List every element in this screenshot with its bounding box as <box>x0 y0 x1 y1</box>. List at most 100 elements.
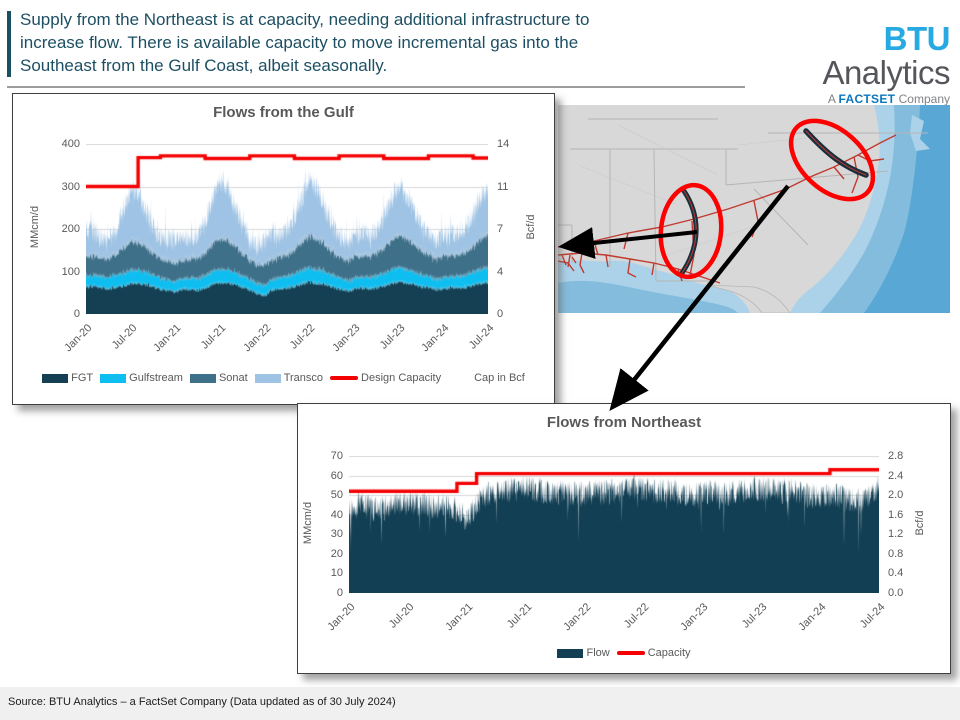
x-axis-tick: Jan-20 <box>62 322 95 355</box>
x-axis-tick: Jul-21 <box>198 322 229 352</box>
x-axis-tick: Jan-22 <box>560 601 594 634</box>
gulf-chart-title: Flows from the Gulf <box>213 104 354 121</box>
x-axis-tick: Jul-20 <box>109 322 140 352</box>
y-axis-unit-left: MMcm/d <box>29 205 41 249</box>
x-axis-tick: Jan-21 <box>442 601 476 634</box>
x-axis-tick: Jul-23 <box>740 601 770 631</box>
source-note: Source: BTU Analytics – a FactSet Compan… <box>8 696 396 708</box>
tagline-suffix: Company <box>895 92 950 106</box>
y-axis-unit-right: Bcf/d <box>914 509 926 536</box>
y-axis-tick-left: 200 <box>61 223 80 235</box>
legend-item-Sonat: Sonat <box>189 372 248 384</box>
x-axis-tick: Jan-23 <box>678 601 711 634</box>
y-axis-tick-right: 0.8 <box>888 547 904 560</box>
y-axis-tick-left: 60 <box>330 469 343 482</box>
y-axis-tick-left: 300 <box>61 180 80 193</box>
x-axis-tick: Jan-20 <box>325 601 358 634</box>
y-axis-tick-right: 11 <box>497 180 509 193</box>
x-axis-tick: Jul-24 <box>466 322 497 352</box>
title-accent-bar <box>7 11 11 77</box>
x-axis-tick: Jul-23 <box>377 322 408 352</box>
y-axis-tick-right: 1.2 <box>888 528 904 541</box>
x-axis-tick: Jan-24 <box>419 322 452 355</box>
x-axis-tick: Jul-20 <box>386 601 417 631</box>
slide-title: Supply from the Northeast is at capacity… <box>20 8 746 77</box>
legend-item-capacity: Design Capacity <box>330 372 441 384</box>
x-axis-tick: Jul-22 <box>622 601 652 631</box>
highlight-ellipse-northeast <box>788 118 876 202</box>
y-axis-tick-left: 50 <box>330 489 343 502</box>
btu-analytics-logo: BTU Analytics A FACTSET Company <box>750 22 950 107</box>
x-axis-tick: Jul-24 <box>857 601 888 631</box>
slide-title-line-3: Southeast from the Gulf Coast, albeit se… <box>20 56 388 75</box>
legend-swatch <box>100 373 127 383</box>
y-axis-tick-left: 70 <box>330 450 343 462</box>
legend-capacity-line <box>616 651 645 655</box>
y-axis-tick-left: 0 <box>73 308 80 320</box>
gulf-chart-panel: Flows from the Gulf 400 300 200 100 0 14 11 7 4 0… <box>12 93 555 405</box>
y-axis-tick-left: 40 <box>330 508 343 521</box>
y-axis-tick-right: 2.8 <box>888 450 904 462</box>
logo-tagline: A FACTSET Company <box>750 92 950 106</box>
y-axis-unit-left: MMcm/d <box>302 501 314 544</box>
legend-label: Sonat <box>218 372 248 384</box>
y-axis-tick-right: 0.0 <box>888 587 904 599</box>
y-axis-tick-left: 20 <box>330 547 343 560</box>
southeast-us-pipeline-map <box>558 105 950 313</box>
legend-label: Capacity <box>647 647 691 659</box>
legend-label: Gulfstream <box>129 372 183 384</box>
logo-analytics: Analytics <box>822 54 950 91</box>
y-axis-tick-right: 1.6 <box>888 508 904 521</box>
tagline-factset: FACTSET <box>838 92 896 106</box>
x-axis-tick: Jan-24 <box>796 601 829 634</box>
legend-item-FGT: FGT <box>42 372 93 384</box>
y-axis-tick-right: 2.0 <box>888 489 904 502</box>
y-axis-tick-right: 0.4 <box>888 567 904 580</box>
legend-capacity-line <box>330 376 359 380</box>
legend-label: Design Capacity <box>361 372 442 384</box>
logo-wordmark: BTU Analytics <box>750 22 950 90</box>
y-axis-tick-right: 2.4 <box>888 469 904 482</box>
legend-label: Flow <box>586 647 610 659</box>
x-axis-tick: Jan-23 <box>330 322 363 355</box>
gulf-plot-canvas <box>86 144 488 314</box>
y-axis-unit-right: Bcf/d <box>525 214 537 240</box>
northeast-chart-title: Flows from Northeast <box>546 414 702 431</box>
y-axis-tick-right: 0 <box>497 308 504 320</box>
legend-swatch <box>557 648 584 658</box>
tagline-prefix: A <box>827 92 839 106</box>
legend-swatch <box>42 373 69 383</box>
gulf-legend: FGT Gulfstream Sonat Transco Design Capacity… <box>13 372 554 384</box>
legend-swatch <box>189 373 216 383</box>
northeast-legend: Flow Capacity <box>298 647 950 659</box>
northeast-plot-canvas <box>349 456 879 593</box>
x-axis-tick: Jan-22 <box>240 322 274 355</box>
y-axis-tick-right: 14 <box>497 138 510 150</box>
legend-item-Transco: Transco <box>254 372 324 384</box>
legend-label: FGT <box>71 372 94 384</box>
slide-title-line-1: Supply from the Northeast is at capacity… <box>20 10 590 29</box>
y-axis-tick-left: 10 <box>330 567 343 580</box>
legend-label: Transco <box>283 372 324 384</box>
footer-bar: Source: BTU Analytics – a FactSet Compan… <box>0 687 960 720</box>
cap-unit-note: Cap in Bcf <box>474 372 525 384</box>
x-axis-tick: Jul-22 <box>288 322 318 352</box>
y-axis-tick-left: 30 <box>330 528 343 541</box>
y-axis-tick-left: 400 <box>61 138 80 150</box>
logo-btu: BTU <box>883 20 951 57</box>
legend-item-capacity: Capacity <box>616 647 691 659</box>
atlantic-band-3 <box>864 105 950 313</box>
legend-item-Gulfstream: Gulfstream <box>100 372 183 384</box>
y-axis-tick-left: 0 <box>336 587 343 599</box>
y-axis-tick-left: 100 <box>61 265 80 278</box>
x-axis-tick: Jul-21 <box>504 601 535 631</box>
x-axis-tick: Jan-21 <box>151 322 184 355</box>
y-axis-tick-right: 4 <box>497 265 504 278</box>
header-divider <box>7 86 745 88</box>
legend-item-Flow: Flow <box>557 647 610 659</box>
slide-title-line-2: increase flow. There is available capaci… <box>20 33 579 52</box>
y-axis-tick-right: 7 <box>497 223 504 235</box>
northeast-chart-panel: Flows from Northeast 70 60 50 40 30 20 10 0 2.8 2… <box>297 403 951 674</box>
legend-swatch <box>254 373 281 383</box>
